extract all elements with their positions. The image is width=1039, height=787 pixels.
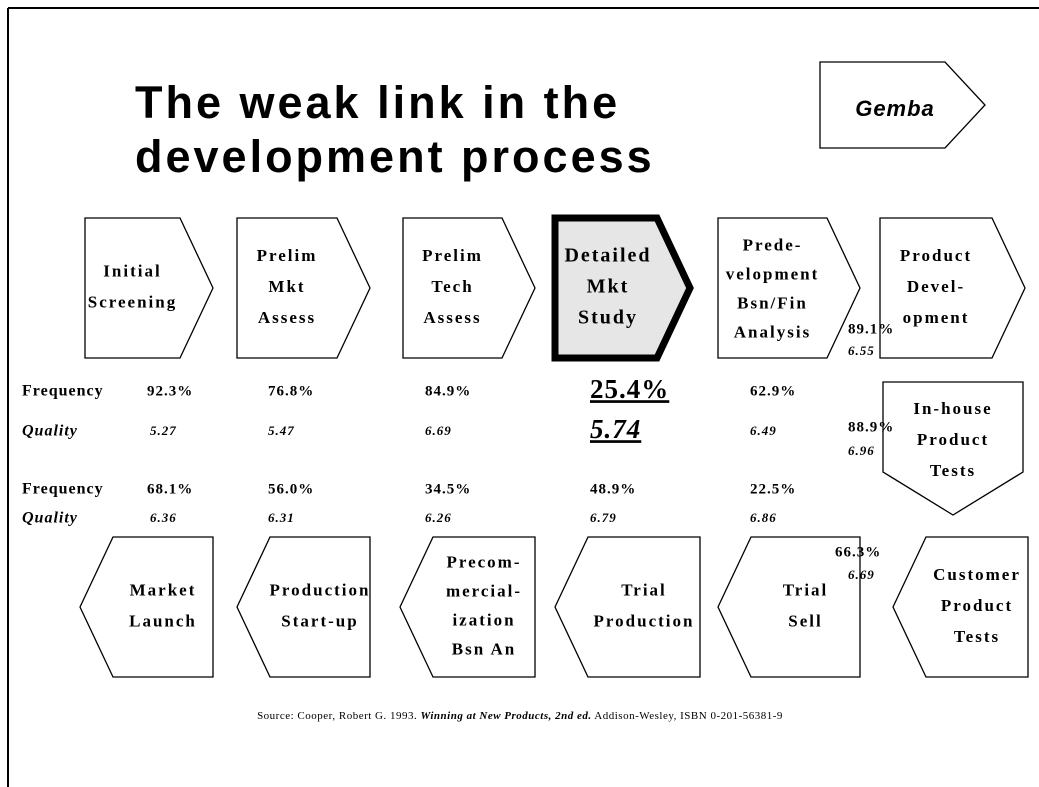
side-stat: 6.69: [848, 567, 875, 582]
stat-value: 34.5%: [425, 481, 471, 497]
stat-value: 76.8%: [268, 383, 314, 399]
box-label: Customer: [933, 565, 1021, 584]
side-stat: 66.3%: [835, 544, 881, 560]
box-label: Tech: [431, 277, 473, 296]
stat-value: 6.36: [150, 510, 177, 525]
process-arrow: [236, 536, 371, 678]
stat-value: 62.9%: [750, 383, 796, 399]
stat-label: Frequency: [22, 383, 104, 400]
box-label: Trial: [621, 580, 667, 599]
side-stat: 6.96: [848, 443, 875, 458]
side-stat: 89.1%: [848, 321, 894, 337]
source: Source: Cooper, Robert G. 1993. Winning …: [257, 710, 783, 722]
process-arrow: [551, 214, 694, 362]
box-label: Initial: [103, 261, 161, 280]
box-label: Assess: [258, 308, 316, 327]
title-line: development process: [135, 131, 655, 182]
process-arrow: [882, 381, 1024, 516]
process-arrow: [399, 536, 536, 678]
process-arrow: [892, 536, 1029, 678]
box-label: Analysis: [734, 322, 811, 341]
stat-value: 6.69: [425, 423, 452, 438]
stat-value: 5.47: [268, 423, 295, 438]
stat-value: 6.86: [750, 510, 777, 525]
box-label: ization: [452, 610, 515, 629]
box-label: Prelim: [422, 246, 483, 265]
box-label: Study: [578, 307, 638, 329]
process-arrow: [717, 536, 861, 678]
box-label: Product: [941, 596, 1013, 615]
process-arrow: [402, 217, 536, 359]
stat-value: 6.79: [590, 510, 617, 525]
process-arrow: [236, 217, 371, 359]
box-label: Prede-: [743, 235, 803, 254]
badge-arrow: [819, 61, 986, 149]
stat-value: 48.9%: [590, 481, 636, 497]
box-label: Tests: [930, 461, 976, 480]
box-label: opment: [903, 308, 970, 327]
box-label: Production: [594, 611, 695, 630]
box-label: mercial-: [446, 581, 522, 600]
stat-value: 5.27: [150, 423, 177, 438]
source-part: Addison-Wesley, ISBN 0-201-56381-9: [592, 710, 783, 722]
stat-value: 22.5%: [750, 481, 796, 497]
box-label: Precom-: [446, 552, 521, 571]
stat-value: 84.9%: [425, 383, 471, 399]
box-label: Bsn An: [452, 639, 516, 658]
box-label: Devel-: [907, 277, 965, 296]
box-label: Start-up: [281, 611, 358, 630]
side-stat: 88.9%: [848, 419, 894, 435]
box-label: Bsn/Fin: [737, 293, 808, 312]
box-label: Mkt: [268, 277, 305, 296]
process-arrow: [84, 217, 214, 359]
stat-value: 6.49: [750, 423, 777, 438]
box-label: Sell: [788, 611, 822, 630]
box-label: velopment: [726, 264, 820, 283]
stat-value: 5.74: [590, 414, 641, 444]
box-label: Mkt: [587, 276, 630, 298]
box-label: Screening: [88, 292, 177, 311]
stat-label: Quality: [22, 423, 78, 440]
box-label: Tests: [954, 627, 1000, 646]
process-arrow: [879, 217, 1026, 359]
process-arrow: [79, 536, 214, 678]
source-part: Source: Cooper, Robert G. 1993.: [257, 710, 420, 722]
title-line: The weak link in the: [135, 77, 620, 128]
badge: Gemba: [855, 96, 935, 121]
box-label: Prelim: [257, 246, 318, 265]
process-arrow: [717, 217, 861, 359]
side-stat: 6.55: [848, 343, 875, 358]
box-label: Market: [130, 580, 197, 599]
stat-value: 68.1%: [147, 481, 193, 497]
box-label: Launch: [129, 611, 197, 630]
box-label: Product: [900, 246, 972, 265]
stat-value: 25.4%: [590, 374, 669, 404]
box-label: Detailed: [564, 245, 651, 267]
box-label: Production: [270, 580, 371, 599]
stat-label: Quality: [22, 510, 78, 527]
box-label: Product: [917, 430, 989, 449]
box-label: Trial: [783, 580, 829, 599]
stat-value: 6.26: [425, 510, 452, 525]
stat-value: 92.3%: [147, 383, 193, 399]
stat-value: 56.0%: [268, 481, 314, 497]
source-work: Winning at New Products, 2nd ed.: [421, 710, 592, 722]
box-label: Assess: [423, 308, 481, 327]
stat-label: Frequency: [22, 481, 104, 498]
stat-value: 6.31: [268, 510, 295, 525]
process-arrow: [554, 536, 701, 678]
box-label: In-house: [913, 399, 992, 418]
